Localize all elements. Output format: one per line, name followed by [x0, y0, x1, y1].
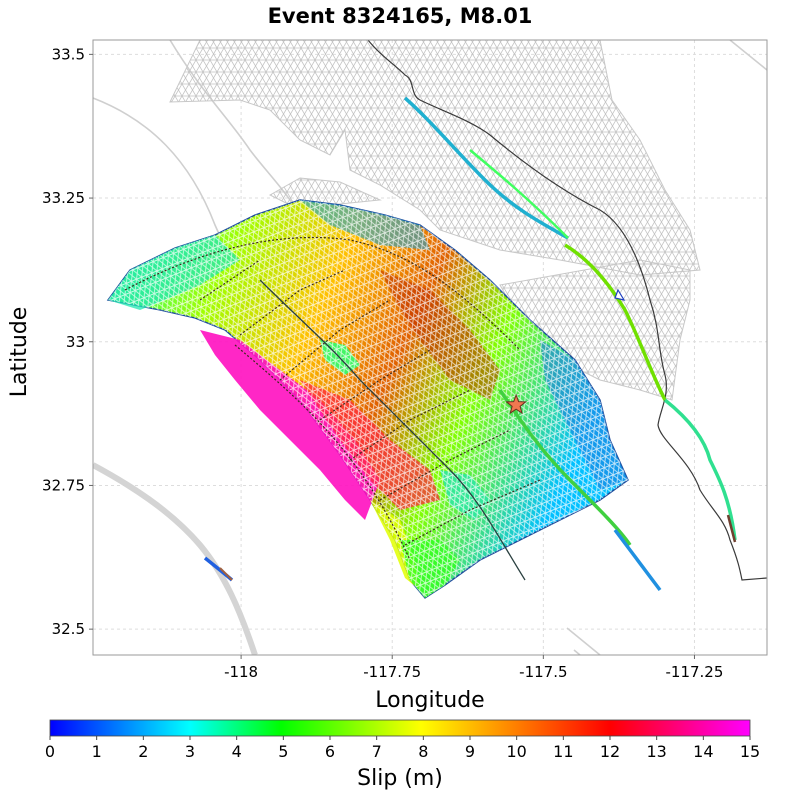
colorbar-tick-label: 15: [740, 742, 760, 761]
colorbar-gradient: [49, 719, 751, 737]
x-axis-ticks: -118 -117.75 -117.5 -117.25: [224, 655, 723, 681]
colorbar-ticks: 0 1 2 3 4 5 6 7 8 9 10 11 12 13 14 15: [45, 736, 760, 761]
colorbar-tick-label: 6: [325, 742, 335, 761]
colorbar-tick-label: 11: [553, 742, 573, 761]
x-tick-label: -117.75: [363, 663, 421, 681]
x-tick-label: -117.5: [519, 663, 567, 681]
colorbar-tick-label: 14: [693, 742, 713, 761]
colorbar-tick-label: 2: [138, 742, 148, 761]
colorbar-tick-label: 7: [372, 742, 382, 761]
colorbar-label: Slip (m): [357, 766, 443, 791]
colorbar-tick-label: 9: [465, 742, 475, 761]
colorbar-tick-label: 4: [232, 742, 242, 761]
y-axis-ticks: 32.5 32.75 33 33.25 33.5: [42, 45, 93, 638]
y-tick-label: 33.25: [42, 189, 85, 207]
y-tick-label: 32.75: [42, 476, 85, 494]
y-tick-label: 33.5: [52, 45, 85, 63]
hypocenter-marker: [505, 393, 527, 415]
x-axis-label: Longitude: [375, 688, 484, 713]
colorbar-tick-label: 0: [45, 742, 55, 761]
coastline: [367, 40, 767, 581]
colorbar-tick-label: 13: [646, 742, 666, 761]
y-axis-label: Latitude: [7, 307, 32, 398]
colorbar-tick-label: 1: [92, 742, 102, 761]
hypocenter-star: [505, 393, 527, 415]
colorbar-tick-label: 12: [600, 742, 620, 761]
colorbar: 0 1 2 3 4 5 6 7 8 9 10 11 12 13 14 15 Slip (m): [45, 719, 760, 791]
fault-traces: [203, 96, 737, 592]
y-tick-label: 32.5: [52, 620, 85, 638]
colorbar-tick-label: 10: [506, 742, 526, 761]
y-tick-label: 33: [66, 333, 85, 351]
colorbar-tick-label: 3: [185, 742, 195, 761]
rupture-slip-mesh: [106, 199, 629, 599]
x-tick-label: -117.25: [666, 663, 724, 681]
colorbar-tick-label: 5: [278, 742, 288, 761]
colorbar-tick-label: 8: [418, 742, 428, 761]
chart-title: Event 8324165, M8.01: [268, 4, 533, 28]
x-tick-label: -118: [224, 663, 258, 681]
